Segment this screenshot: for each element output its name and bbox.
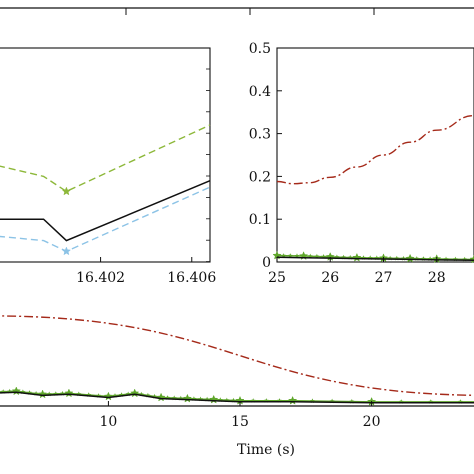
main-series-1-marker <box>64 388 74 398</box>
inset-right-y-tick-label: 0.3 <box>249 127 271 143</box>
inset-right-series-1-marker <box>281 253 287 258</box>
main-series-1-marker <box>329 398 335 404</box>
main-series-1-marker <box>263 398 269 403</box>
inset-right-x-tick-label: 28 <box>428 270 446 286</box>
main-series-1-marker <box>119 392 125 397</box>
main-series-1-marker <box>182 393 193 403</box>
inset-right-x-tick-label: 27 <box>375 270 393 286</box>
inset-plot-left: 16.402 16.406 <box>0 47 216 286</box>
inset-right-y-tick-label: 0.5 <box>249 41 271 57</box>
inset-right-y-tick-label: 0.2 <box>249 169 271 185</box>
inset-left-series-1 <box>0 180 211 242</box>
inset-left-series-0-marker <box>61 186 72 196</box>
inset-right-x-tick-label: 26 <box>321 270 339 286</box>
main-series-1-marker <box>11 386 21 396</box>
inset-left-series-2-marker <box>61 246 72 256</box>
main-series-1-marker <box>103 391 114 401</box>
main-series-1-marker <box>287 395 298 405</box>
main-series-1-marker <box>46 391 52 397</box>
main-series-1-marker <box>86 392 92 397</box>
inset-right-series-0 <box>276 114 474 185</box>
main-series-1-marker <box>138 391 144 397</box>
main-series-1-marker <box>171 395 177 401</box>
inset-right-y-tick-label: 0.4 <box>249 84 271 100</box>
main-series-1-marker <box>178 395 184 401</box>
inset-left-x-tick-label: 16.402 <box>76 270 125 286</box>
main-series-1-marker <box>428 399 434 404</box>
inset-right-y-tick-label: 0 <box>262 255 271 271</box>
main-series-1-marker <box>156 392 166 402</box>
main-series-2 <box>0 391 474 404</box>
inset-right-series-1-marker <box>420 256 426 261</box>
main-series-1-marker <box>37 389 48 399</box>
main-series-1-marker <box>398 399 404 404</box>
inset-right-series-1-marker <box>287 253 293 258</box>
inset-left-x-tick-label: 16.406 <box>167 270 216 286</box>
inset-right-series-1-marker <box>321 254 327 259</box>
main-x-tick-label: 15 <box>231 414 249 430</box>
inset-left-frame <box>0 47 211 263</box>
main-x-tick-label: 10 <box>100 414 118 430</box>
main-series-1-marker <box>76 391 82 397</box>
inset-left-series-2 <box>0 186 211 253</box>
inset-right-y-tick-label: 0.1 <box>249 212 271 228</box>
main-series-1-marker <box>53 391 59 396</box>
inset-plot-right: 25 26 27 28 0 0.1 0.2 0.3 0.4 0.5 <box>249 41 474 286</box>
inset-right-x-tick-label: 25 <box>268 270 286 286</box>
outer-frame <box>0 7 474 15</box>
inset-right-series-1-marker <box>394 255 400 261</box>
main-series-1-marker <box>457 399 463 404</box>
main-series-1-marker <box>130 388 140 398</box>
inset-right-frame <box>276 47 474 263</box>
inset-right-series-1-marker <box>347 254 353 260</box>
main-series-1-marker <box>112 393 118 398</box>
main-x-tick-label: 20 <box>363 414 381 430</box>
inset-right-series-1-marker <box>361 255 366 260</box>
main-series-1-marker <box>20 389 26 395</box>
inset-right-series-1-marker <box>334 254 340 260</box>
inset-right-series-1-marker <box>462 256 468 262</box>
inset-left-series-0 <box>0 124 211 193</box>
main-series-1-marker <box>204 396 210 402</box>
main-series-1-marker <box>230 397 236 403</box>
main-series-1-marker <box>145 392 151 398</box>
main-series-0 <box>0 315 474 396</box>
main-series-1-marker <box>209 394 219 404</box>
x-axis-label: Time (s) <box>237 442 295 458</box>
inset-right-series-1-marker <box>294 253 300 258</box>
main-plot: 10 15 20 <box>0 315 474 430</box>
inset-right-series-2 <box>276 256 474 262</box>
